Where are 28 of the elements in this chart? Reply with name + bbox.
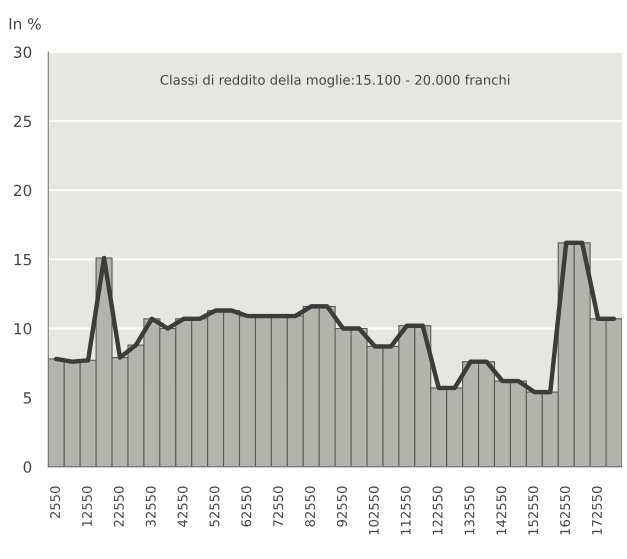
x-tick-label: 12550 bbox=[82, 486, 92, 526]
x-tick-label: 142550 bbox=[496, 486, 506, 534]
x-tick-label: 172550 bbox=[592, 486, 602, 534]
y-tick-label: 15 bbox=[14, 254, 31, 266]
y-tick-label: 5 bbox=[24, 392, 31, 404]
x-tick-label: 2550 bbox=[50, 486, 60, 518]
x-tick-label: 82550 bbox=[305, 486, 316, 527]
x-tick-label: 22550 bbox=[114, 486, 124, 527]
y-axis-title: In % bbox=[10, 18, 41, 30]
y-tick-label: 25 bbox=[14, 116, 31, 128]
annotation: Classi di reddito della moglie:15.100 - 20.000 franchi bbox=[160, 74, 510, 88]
y-tick-label: 30 bbox=[14, 46, 32, 58]
x-tick-label: 122550 bbox=[432, 486, 443, 534]
y-tick-label: 10 bbox=[14, 322, 32, 335]
x-tick-label: 152550 bbox=[528, 486, 538, 534]
x-tick-label: 52550 bbox=[209, 486, 220, 526]
x-tick-label: 32550 bbox=[146, 486, 156, 526]
y-tick-label: 0 bbox=[24, 461, 32, 473]
x-tick-label: 92550 bbox=[336, 486, 347, 527]
x-tick-label: 102550 bbox=[368, 486, 379, 534]
x-tick-label: 72550 bbox=[273, 486, 284, 526]
x-tick-label: 42550 bbox=[178, 486, 188, 527]
x-tick-label: 162550 bbox=[560, 486, 570, 534]
line-series bbox=[54, 240, 616, 394]
x-tick-label: 112550 bbox=[400, 486, 411, 534]
x-tick-label: 132550 bbox=[464, 486, 474, 534]
y-tick-label: 20 bbox=[14, 184, 32, 196]
x-tick-label: 62550 bbox=[241, 486, 252, 527]
